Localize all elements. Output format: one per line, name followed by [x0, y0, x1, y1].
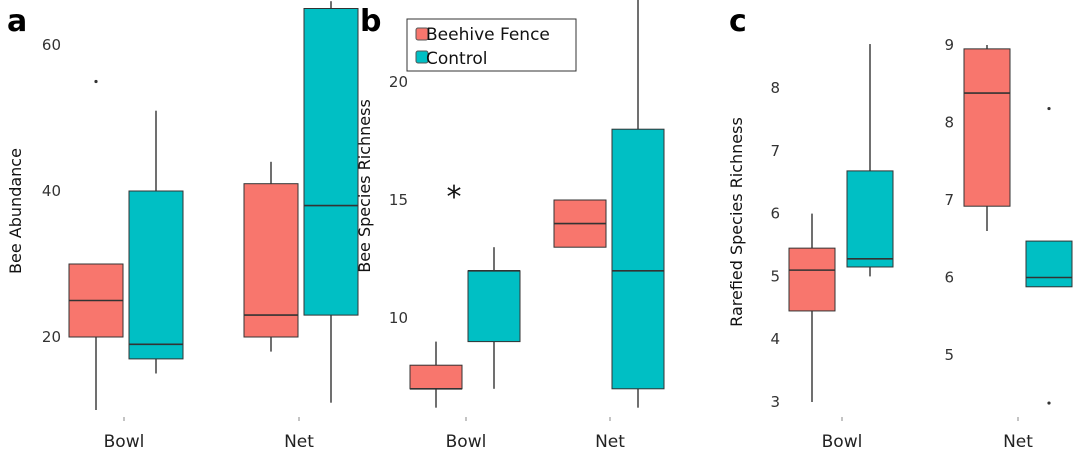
- panel-c-bowl-ytick-4: 4: [770, 330, 780, 348]
- panel-a-ytick-40: 40: [42, 182, 61, 200]
- panel-letter-c: c: [729, 4, 747, 39]
- panel-a-bowl-xlabel: Bowl: [104, 432, 145, 452]
- panel-b-net-control-box: [611, 128, 665, 390]
- panel-b-bowl-beehive-fence-box: [409, 364, 463, 390]
- panel-c-net-beehive-fence-box: [963, 48, 1011, 207]
- panel-a-ytick-20: 20: [42, 328, 61, 346]
- panel-b-bowl-control-box: [467, 270, 521, 343]
- legend-box: [406, 18, 577, 72]
- legend: Beehive Fence Control: [406, 18, 577, 72]
- panel-c-net-control-box: [1025, 240, 1073, 288]
- panel-c-net-ytick-9: 9: [944, 36, 954, 54]
- panel-a-ytick-60: 60: [42, 36, 61, 54]
- panel-c-bowl-beehive-fence-box: [788, 247, 836, 312]
- panel-c-bowl-control-box: [846, 170, 894, 268]
- legend-label-beehive-fence: Beehive Fence: [426, 25, 550, 45]
- panel-c-bowl-ytick-8: 8: [770, 79, 780, 97]
- ylabel-c: Rarefied Species Richness: [727, 117, 746, 327]
- legend-label-control: Control: [426, 49, 487, 69]
- panel-b-ytick-10: 10: [389, 309, 408, 327]
- panel-c-net-ytick-7: 7: [944, 191, 954, 209]
- ylabel-a: Bee Abundance: [6, 148, 25, 274]
- legend-key-control: [415, 50, 429, 64]
- chart-marks: 20 40 60 Bowl Net 10 15 20 Bowl Net 3 4 5 6 7 8 Bowl 5 6 7 8…: [42, 0, 1073, 452]
- panel-c-net-control-outlier-1: [1047, 401, 1051, 405]
- panel-c-net-ytick-8: 8: [944, 114, 954, 132]
- panel-c-net-control-outlier-0: [1047, 106, 1051, 111]
- panel-c-net-ytick-5: 5: [944, 346, 954, 364]
- panel-a-net-beehive-fence-box: [243, 183, 299, 338]
- panel-c-bowl-ytick-3: 3: [770, 393, 780, 411]
- panel-a-net-xlabel: Net: [284, 432, 314, 452]
- ylabel-b: Bee Species Richness: [355, 99, 374, 273]
- panel-letter-b: b: [360, 4, 381, 39]
- panel-c-bowl-ytick-6: 6: [770, 205, 780, 223]
- panel-c-net-ytick-6: 6: [944, 269, 954, 287]
- panel-b-net-xlabel: Net: [595, 432, 625, 452]
- panel-a-bowl-beehive-fence-outlier-0: [94, 79, 98, 84]
- panel-letter-a: a: [7, 4, 27, 39]
- significance-asterisk: *: [447, 180, 462, 215]
- panel-c-bowl-ytick-5: 5: [770, 267, 780, 285]
- panel-b-ytick-20: 20: [389, 73, 408, 91]
- panel-a-net-control-box: [303, 8, 359, 316]
- panel-c-net-xlabel: Net: [1003, 432, 1033, 452]
- panel-c-bowl-xlabel: Bowl: [822, 432, 863, 452]
- panel-c-bowl-ytick-7: 7: [770, 142, 780, 160]
- panel-b-bowl-xlabel: Bowl: [446, 432, 487, 452]
- legend-key-beehive-fence: [415, 27, 429, 41]
- panel-a-bowl-control-box: [128, 190, 184, 360]
- panel-b-ytick-15: 15: [389, 191, 408, 209]
